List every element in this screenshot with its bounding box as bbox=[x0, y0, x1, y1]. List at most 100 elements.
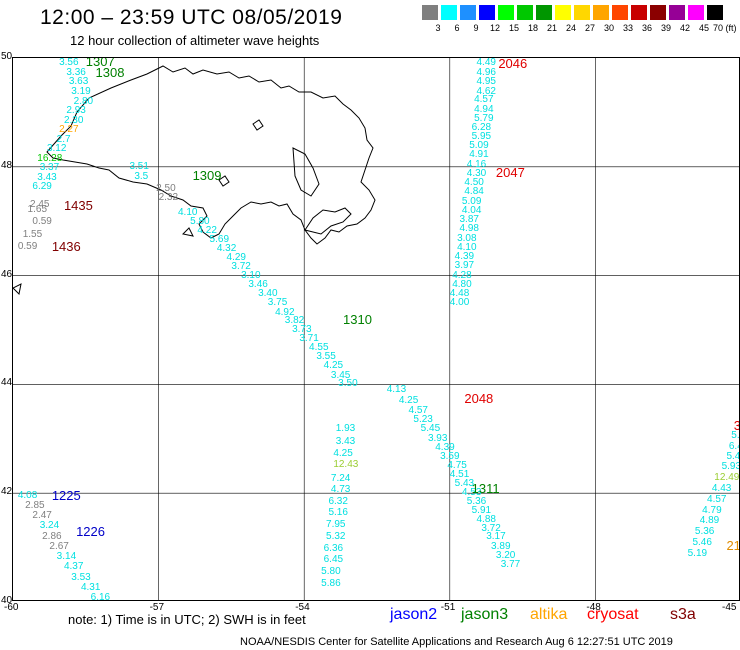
swh-value: 3.89 bbox=[491, 540, 511, 552]
swh-value: 5.79 bbox=[474, 112, 494, 124]
swh-value: 3.36 bbox=[66, 66, 86, 78]
lat-tick-label: 50 bbox=[1, 51, 13, 62]
swh-value: 4.51 bbox=[449, 468, 470, 480]
swh-value: 3.19 bbox=[71, 85, 91, 97]
swh-value: 2.45 bbox=[29, 198, 50, 210]
color-scale-label-9: 30 bbox=[603, 23, 614, 33]
swh-value: 1.93 bbox=[335, 423, 356, 434]
swh-value: 5.23 bbox=[413, 413, 433, 425]
swh-value: 4.13 bbox=[386, 383, 407, 395]
lat-tick-label: 46 bbox=[1, 268, 13, 280]
color-scale-label-14: 45 bbox=[698, 23, 709, 33]
source-credit: NOAA/NESDIS Center for Satellite Applica… bbox=[240, 636, 673, 648]
swh-value: 3.72 bbox=[231, 260, 251, 272]
pass-number-label: 1225 bbox=[51, 487, 81, 503]
swh-value: 4.49 bbox=[476, 57, 496, 69]
coastline-newfoundland bbox=[13, 65, 376, 296]
swh-value: 4.30 bbox=[466, 167, 487, 179]
color-scale-label-1: 6 bbox=[454, 23, 460, 33]
swh-value: 4.25 bbox=[323, 360, 344, 372]
swh-value: 2.85 bbox=[25, 499, 45, 511]
swh-value: 3.40 bbox=[258, 288, 278, 300]
swh-value: 5.36 bbox=[694, 526, 715, 538]
pass-number-label: 2047 bbox=[495, 165, 525, 181]
swh-value: 4.73 bbox=[330, 484, 351, 496]
swh-value: 3.08 bbox=[457, 232, 477, 244]
swh-value: 3.14 bbox=[56, 550, 77, 562]
swh-value: 5.4 bbox=[726, 450, 740, 462]
swh-value: 4.62 bbox=[476, 85, 496, 97]
swh-value: 7.95 bbox=[326, 519, 346, 531]
footnote: note: 1) Time is in UTC; 2) SWH is in fe… bbox=[68, 612, 306, 627]
swh-value: 5.32 bbox=[326, 531, 346, 543]
color-swatch-7 bbox=[555, 5, 571, 20]
swh-value: 4.94 bbox=[474, 103, 494, 115]
swh-value: 3.51 bbox=[129, 160, 149, 172]
swh-value: 2.50 bbox=[156, 182, 176, 194]
swh-value: 4.00 bbox=[449, 297, 470, 309]
pass-number-label: 1226 bbox=[76, 524, 105, 540]
swh-value: 5.45 bbox=[420, 423, 441, 434]
swh-value: 4.53 bbox=[461, 487, 482, 499]
legend-item-s3a: s3a bbox=[670, 606, 696, 623]
swh-value: 5.80 bbox=[190, 216, 210, 228]
swh-value: 3.45 bbox=[330, 369, 351, 381]
swh-value: 3.72 bbox=[481, 522, 501, 534]
swh-value: 4.48 bbox=[449, 288, 470, 300]
swh-value: 4.39 bbox=[454, 251, 475, 263]
swh-value: 3.12 bbox=[46, 142, 67, 154]
swh-value: 12.49 bbox=[714, 471, 740, 483]
pass-number-label: 32 bbox=[734, 418, 739, 433]
swh-value: 3.10 bbox=[241, 270, 261, 282]
swh-value: 5.93 bbox=[721, 461, 740, 473]
pass-number-label: 1308 bbox=[95, 64, 125, 80]
swh-value: 7.24 bbox=[330, 472, 351, 484]
swh-value: 3.55 bbox=[316, 351, 336, 363]
swh-value: 3.50 bbox=[338, 378, 358, 390]
swh-value: 5.46 bbox=[692, 537, 712, 549]
coastline-islet-1 bbox=[181, 227, 194, 237]
swh-value: 3.77 bbox=[500, 559, 521, 570]
color-swatch-5 bbox=[517, 5, 533, 20]
color-swatch-13 bbox=[669, 5, 685, 20]
swh-value: 2.86 bbox=[42, 530, 62, 542]
color-scale-label-6: 21 bbox=[546, 23, 557, 33]
lon-tick-label: -57 bbox=[149, 602, 165, 613]
swh-value: 3.56 bbox=[59, 57, 79, 69]
color-swatch-14 bbox=[688, 5, 704, 20]
swh-value: 5.09 bbox=[461, 195, 482, 207]
swh-value: 4.79 bbox=[702, 504, 722, 516]
swh-value: 3.75 bbox=[267, 297, 288, 309]
swh-value: 2.80 bbox=[73, 95, 94, 107]
chart-title: 12:00 – 23:59 UTC 08/05/2019 bbox=[40, 6, 343, 29]
swh-value: 4.98 bbox=[459, 223, 479, 235]
swh-value: 4.32 bbox=[216, 242, 237, 254]
swh-value: 4.57 bbox=[408, 404, 428, 416]
swh-value: 3.71 bbox=[299, 333, 319, 345]
color-scale-label-4: 15 bbox=[508, 23, 519, 33]
swh-value: 4.96 bbox=[476, 67, 496, 79]
coastline-islet-2 bbox=[218, 175, 230, 187]
lon-tick-label: -54 bbox=[295, 602, 310, 613]
swh-value: 4.25 bbox=[398, 394, 419, 406]
color-scale-label-0: 3 bbox=[435, 23, 441, 33]
color-swatch-2 bbox=[460, 5, 476, 20]
swh-value: 0.59 bbox=[17, 240, 38, 252]
pass-number-label: 2048 bbox=[464, 391, 494, 406]
color-scale-label-11: 36 bbox=[641, 23, 652, 33]
color-scale-label-5: 18 bbox=[527, 23, 538, 33]
coastline-peninsula bbox=[304, 207, 352, 235]
swh-value: 3.5 bbox=[134, 170, 149, 182]
lat-tick-label: 48 bbox=[1, 159, 13, 171]
pass-number-label: 1307 bbox=[85, 57, 115, 69]
swh-value: 5. bbox=[731, 430, 740, 442]
swh-value: 2.30 bbox=[63, 114, 84, 126]
lat-tick-label: 40 bbox=[1, 595, 13, 606]
legend-item-jason2: jason2 bbox=[390, 606, 438, 623]
swh-value: 4.89 bbox=[699, 515, 720, 527]
swh-value: 5.19 bbox=[687, 548, 708, 560]
swh-value: 4.10 bbox=[457, 241, 477, 253]
swh-value: 2.47 bbox=[32, 510, 52, 522]
color-scale-label-7: 24 bbox=[565, 23, 576, 33]
color-scale-label-3: 12 bbox=[489, 23, 500, 33]
